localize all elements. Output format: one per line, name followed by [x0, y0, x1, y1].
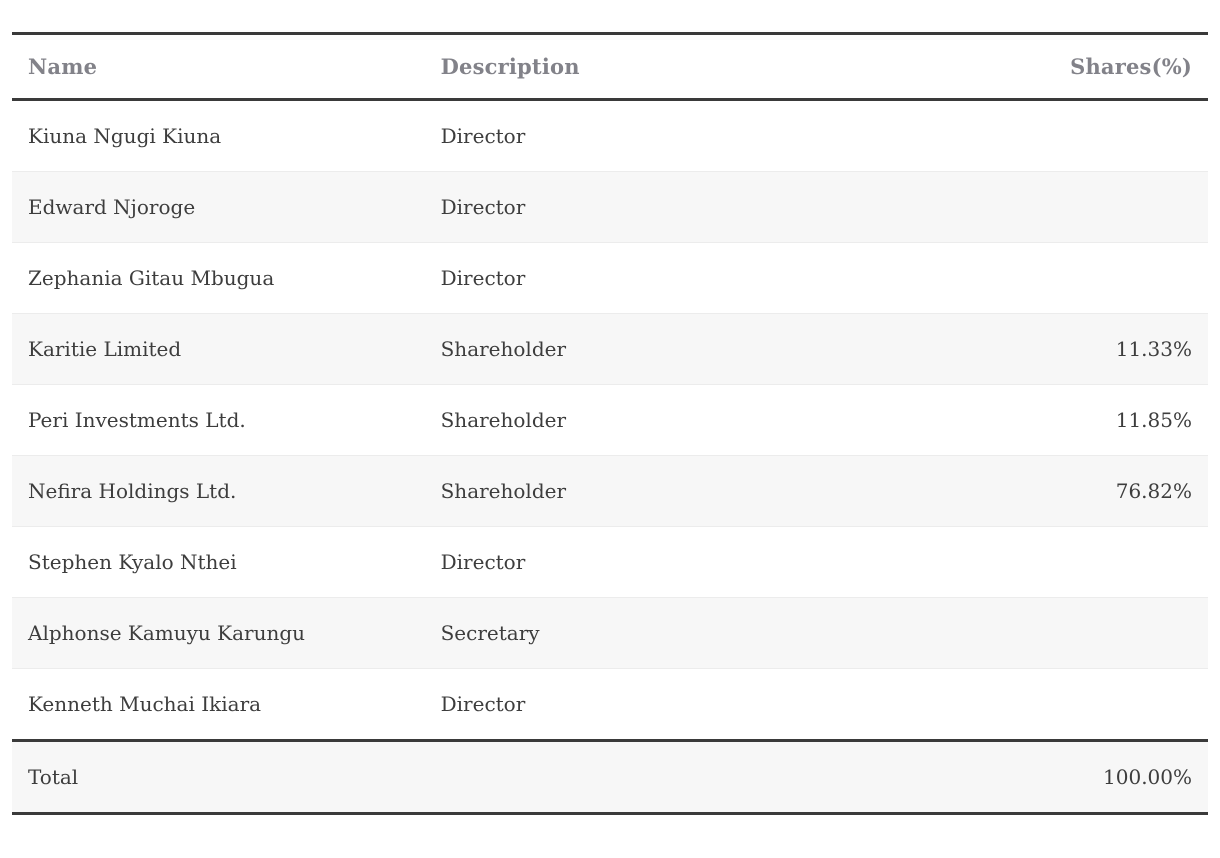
row-description: Shareholder — [424, 455, 963, 527]
table-row: Kiuna Ngugi Kiuna Director — [12, 100, 1208, 172]
table-row: Kenneth Muchai Ikiara Director — [12, 668, 1208, 741]
row-name: Karitie Limited — [12, 313, 425, 385]
row-shares — [963, 100, 1208, 172]
row-description: Director — [424, 242, 963, 314]
row-shares — [962, 668, 1208, 741]
table-header: Name Description Shares(%) — [12, 33, 1208, 101]
row-shares: 76.82% — [962, 455, 1208, 527]
row-name: Stephen Kyalo Nthei — [12, 526, 425, 598]
column-header-shares: Shares(%) — [962, 33, 1208, 101]
row-shares: 11.33% — [962, 313, 1208, 385]
row-description: Director — [440, 124, 526, 148]
row-name: Alphonse Kamuyu Karungu — [12, 597, 425, 669]
total-description — [424, 739, 963, 814]
table-row: Stephen Kyalo Nthei Director — [12, 526, 1208, 598]
table-body: Kiuna Ngugi Kiuna Director Edward Njoroge D… — [12, 100, 1208, 741]
table-row: Edward Njoroge Director — [12, 171, 1208, 243]
row-description: Shareholder — [424, 313, 963, 385]
row-name: Zephania Gitau Mbugua — [12, 242, 425, 314]
row-shares — [962, 242, 1208, 314]
column-header-name: Name — [12, 33, 425, 101]
table-row: Zephania Gitau Mbugua Director — [12, 242, 1208, 314]
column-header-description: Description — [424, 33, 963, 101]
row-shares: 11.85% — [962, 384, 1208, 456]
table-row: Nefira Holdings Ltd. Shareholder 76.82% — [12, 455, 1208, 527]
row-description: Shareholder — [424, 384, 963, 456]
row-shares — [962, 597, 1208, 669]
table-row: Alphonse Kamuyu Karungu Secretary — [12, 597, 1208, 669]
row-name: Kiuna Ngugi Kiuna — [28, 124, 222, 148]
shareholders-table: Name Description Shares(%) Kiuna Ngugi K… — [12, 32, 1208, 815]
total-label: Total — [12, 739, 425, 814]
row-name: Nefira Holdings Ltd. — [12, 455, 425, 527]
total-shares: 100.00% — [962, 739, 1208, 814]
row-description: Director — [424, 668, 963, 741]
header-row: Name Description Shares(%) — [12, 33, 1208, 101]
total-row: Total 100.00% — [12, 739, 1208, 814]
row-name: Edward Njoroge — [12, 171, 425, 243]
table-footer: Total 100.00% — [12, 739, 1208, 814]
row-description: Director — [424, 171, 963, 243]
row-name: Kenneth Muchai Ikiara — [12, 668, 425, 741]
row-shares — [962, 526, 1208, 598]
row-description: Director — [424, 526, 963, 598]
table-row: Peri Investments Ltd. Shareholder 11.85% — [12, 384, 1208, 456]
row-description: Secretary — [424, 597, 963, 669]
table-row: Karitie Limited Shareholder 11.33% — [12, 313, 1208, 385]
row-name: Peri Investments Ltd. — [12, 384, 425, 456]
row-shares — [962, 171, 1208, 243]
